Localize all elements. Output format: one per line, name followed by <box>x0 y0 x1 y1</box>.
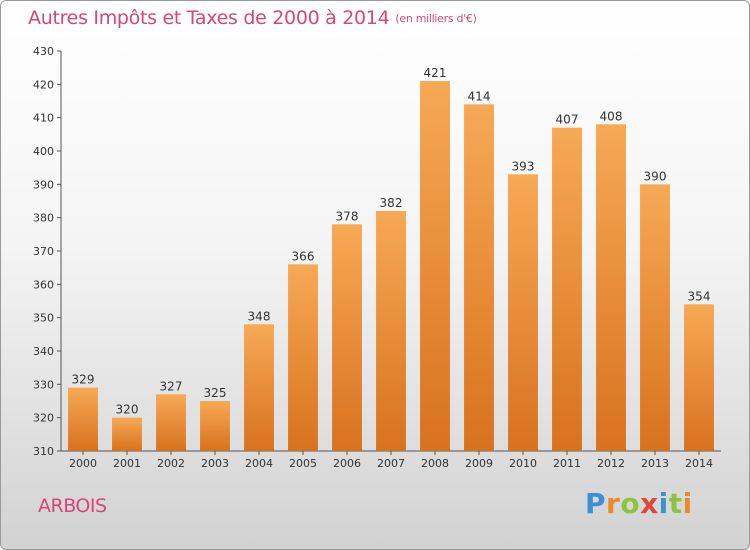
y-tick-label: 390 <box>33 178 54 191</box>
bars <box>68 81 714 452</box>
logo-letter: P <box>585 487 607 520</box>
bar-2014 <box>684 304 714 451</box>
x-tick-label: 2005 <box>289 457 317 470</box>
bar-2001 <box>112 417 142 451</box>
x-tick-label: 2013 <box>641 457 669 470</box>
x-tick-label: 2003 <box>201 457 229 470</box>
y-tick-label: 310 <box>33 445 54 458</box>
bar-2006 <box>332 224 362 451</box>
x-tick-label: 2006 <box>333 457 361 470</box>
logo-letter: t <box>668 487 683 520</box>
y-tick-label: 350 <box>33 312 54 325</box>
x-tick-label: 2009 <box>465 457 493 470</box>
y-tick-label: 380 <box>33 212 54 225</box>
y-tick-label: 330 <box>33 378 54 391</box>
bar-2007 <box>376 211 406 451</box>
data-label: 390 <box>644 169 667 183</box>
logo-letter: i <box>658 487 669 520</box>
y-tick-label: 430 <box>33 45 54 58</box>
x-tick-label: 2014 <box>685 457 713 470</box>
data-label: 327 <box>160 379 183 393</box>
data-label: 325 <box>204 386 227 400</box>
logo-letter: x <box>640 487 659 520</box>
x-tick-label: 2002 <box>157 457 185 470</box>
y-tick-label: 410 <box>33 112 54 125</box>
y-tick-label: 370 <box>33 245 54 258</box>
bar-2013 <box>640 184 670 452</box>
chart-unit: (en milliers d'€) <box>395 12 477 25</box>
proxiti-logo: Proxiti <box>585 487 693 520</box>
logo-letter: i <box>682 487 693 520</box>
y-tick-label: 340 <box>33 345 54 358</box>
y-tick-label: 420 <box>33 78 54 91</box>
bar-2005 <box>288 264 318 451</box>
data-label: 407 <box>556 113 579 127</box>
bar-2002 <box>156 394 186 451</box>
data-label: 320 <box>116 403 139 417</box>
bar-2003 <box>200 401 230 451</box>
data-label: 354 <box>688 289 711 303</box>
data-label: 378 <box>336 209 359 223</box>
x-tick-label: 2011 <box>553 457 581 470</box>
y-tick-label: 400 <box>33 145 54 158</box>
logo-letter: r <box>606 487 621 520</box>
x-tick-label: 2010 <box>509 457 537 470</box>
logo-letter: o <box>620 487 641 520</box>
data-label: 393 <box>512 159 535 173</box>
data-labels: 329 320 327 325 348 366 378 382 421 414 393 407 408 3… <box>72 66 711 417</box>
x-tick-label: 2004 <box>245 457 273 470</box>
data-label: 366 <box>292 249 315 263</box>
chart-title: Autres Impôts et Taxes de 2000 à 2014 (en… <box>28 7 477 29</box>
bar-2009 <box>464 104 494 451</box>
bar-2012 <box>596 124 626 451</box>
y-tick-label: 320 <box>33 412 54 425</box>
x-tick-label: 2007 <box>377 457 405 470</box>
bar-2011 <box>552 127 582 452</box>
data-label: 408 <box>600 109 623 123</box>
commune-name: ARBOIS <box>38 495 107 517</box>
x-tick-label: 2012 <box>597 457 625 470</box>
x-tick-label: 2008 <box>421 457 449 470</box>
data-label: 421 <box>424 66 447 80</box>
chart-title-text: Autres Impôts et Taxes de 2000 à 2014 <box>28 7 390 29</box>
data-label: 329 <box>72 373 95 387</box>
bar-2010 <box>508 174 538 452</box>
bar-2004 <box>244 324 274 451</box>
bar-2000 <box>68 387 98 451</box>
data-label: 348 <box>248 309 271 323</box>
bar-2008 <box>420 81 450 451</box>
x-tick-label: 2001 <box>113 457 141 470</box>
data-label: 414 <box>468 89 491 103</box>
y-tick-label: 360 <box>33 278 54 291</box>
x-tick-label: 2000 <box>69 457 97 470</box>
data-label: 382 <box>380 196 403 210</box>
